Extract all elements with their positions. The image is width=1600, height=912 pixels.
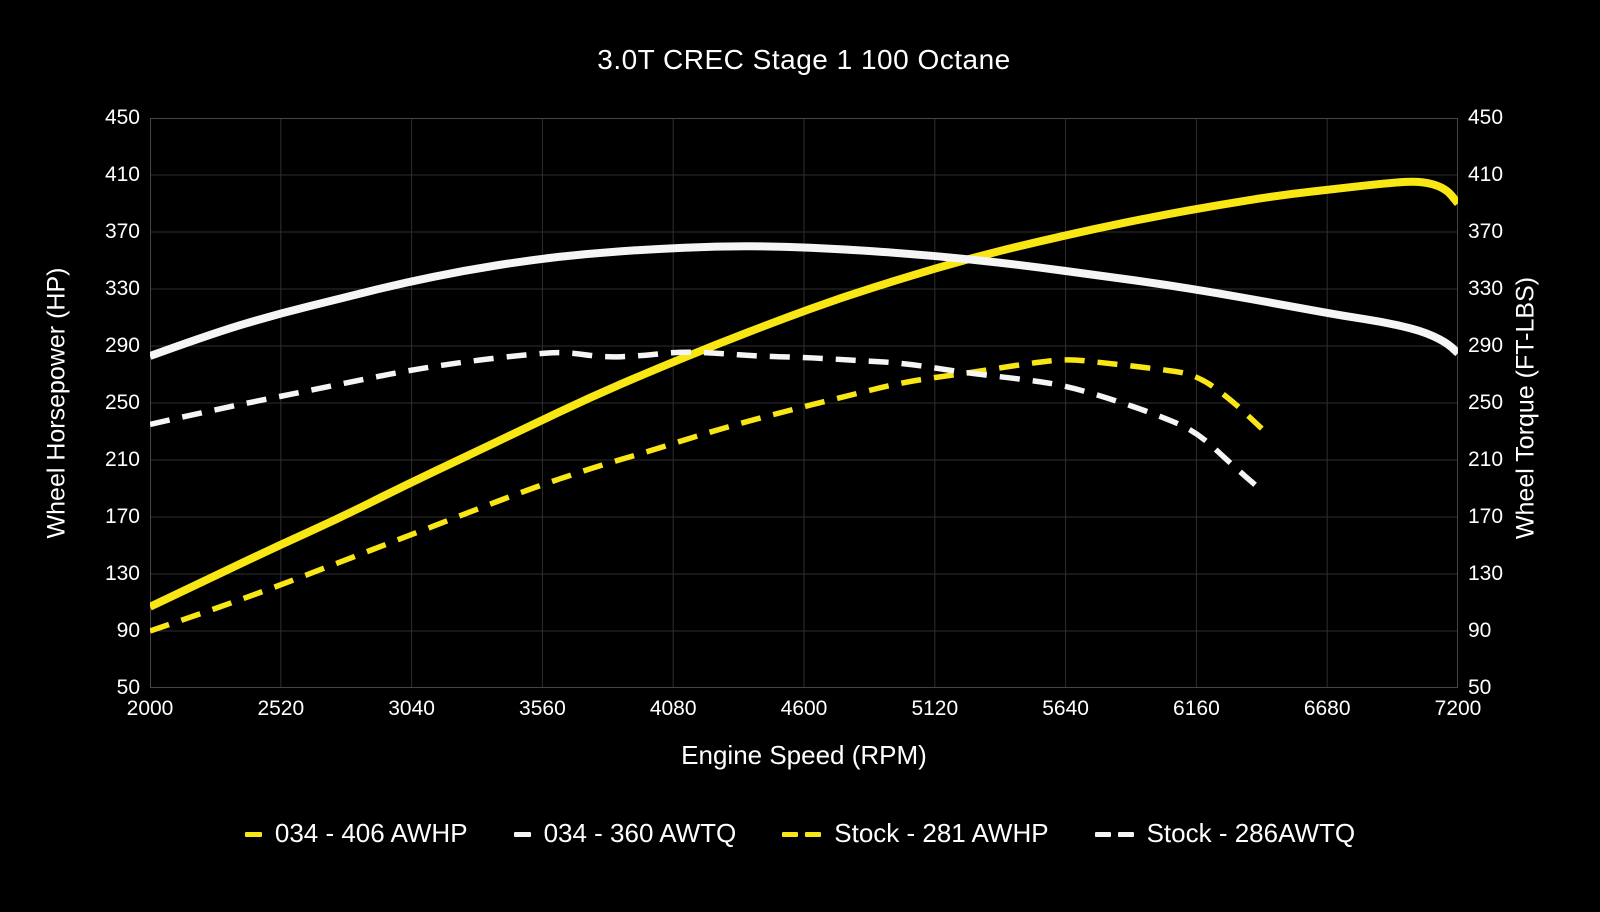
x-axis-label: Engine Speed (RPM) <box>681 740 927 770</box>
legend-label: Stock - 281 AWHP <box>834 818 1049 848</box>
y-tick-right: 450 <box>1468 106 1504 129</box>
y-tick-right: 50 <box>1468 676 1492 699</box>
x-tick: 4080 <box>649 697 697 720</box>
solid-white-line-icon <box>513 831 531 837</box>
series-line-3 <box>150 349 1262 491</box>
legend-label: Stock - 286AWTQ <box>1146 818 1356 848</box>
x-tick: 5120 <box>911 697 959 720</box>
x-tick: 4600 <box>780 697 828 720</box>
legend-item-034-awtq: 034 - 360 AWTQ <box>513 817 737 849</box>
y-tick-left: 250 <box>104 391 140 414</box>
y-tick-right: 90 <box>1468 619 1492 642</box>
x-tick: 2520 <box>257 697 305 720</box>
chart-legend: 034 - 406 AWHP 034 - 360 AWTQ Stock - 28… <box>0 817 1600 849</box>
legend-dash <box>805 831 822 837</box>
y-tick-left: 90 <box>116 619 140 642</box>
x-tick: 5640 <box>1042 697 1089 720</box>
y-tick-left: 210 <box>104 448 140 471</box>
dashed-yellow-line-icon <box>782 831 822 837</box>
plot-border <box>150 118 1458 688</box>
legend-item-stock-awhp: Stock - 281 AWHP <box>782 817 1049 849</box>
x-tick: 2000 <box>126 697 174 720</box>
x-tick: 3560 <box>519 697 566 720</box>
legend-dash <box>244 831 262 837</box>
y-axis-left-label: Wheel Horsepower (HP) <box>42 267 71 539</box>
y-tick-left: 450 <box>104 106 140 129</box>
y-tick-left: 50 <box>116 676 140 699</box>
legend-dash <box>782 831 799 837</box>
legend-dash <box>513 831 531 837</box>
y-tick-right: 130 <box>1468 562 1504 585</box>
legend-item-stock-awtq: Stock - 286AWTQ <box>1094 817 1356 849</box>
x-tick: 6160 <box>1173 697 1220 720</box>
y-axis-right-label: Wheel Torque (FT-LBS) <box>1511 276 1540 540</box>
chart-title: 3.0T CREC Stage 1 100 Octane <box>597 44 1011 75</box>
legend-dash <box>1094 831 1111 837</box>
legend-item-034-awhp: 034 - 406 AWHP <box>244 817 468 849</box>
x-tick: 3040 <box>388 697 435 720</box>
y-tick-left: 370 <box>104 220 140 243</box>
x-tick: 7200 <box>1434 697 1482 720</box>
y-tick-left: 330 <box>104 277 140 300</box>
y-tick-right: 170 <box>1468 505 1504 528</box>
series-line-0 <box>150 177 1458 611</box>
plot-area <box>150 118 1458 688</box>
y-tick-right: 210 <box>1468 448 1504 471</box>
y-tick-right: 410 <box>1468 163 1504 186</box>
legend-label: 034 - 360 AWTQ <box>543 818 737 848</box>
y-tick-left: 130 <box>104 562 140 585</box>
y-tick-left: 170 <box>104 505 140 528</box>
dashed-white-line-icon <box>1094 831 1134 837</box>
y-tick-right: 250 <box>1468 391 1504 414</box>
chart-canvas <box>150 118 1458 688</box>
y-tick-left: 290 <box>104 334 140 357</box>
x-tick: 6680 <box>1303 697 1351 720</box>
solid-yellow-line-icon <box>244 831 262 837</box>
y-tick-left: 410 <box>104 163 140 186</box>
legend-dash <box>1117 831 1134 837</box>
y-tick-right: 370 <box>1468 220 1504 243</box>
y-tick-right: 290 <box>1468 334 1504 357</box>
series-line-2 <box>150 357 1264 634</box>
y-tick-right: 330 <box>1468 277 1504 300</box>
legend-label: 034 - 406 AWHP <box>274 818 468 848</box>
series-line-1 <box>150 242 1458 360</box>
